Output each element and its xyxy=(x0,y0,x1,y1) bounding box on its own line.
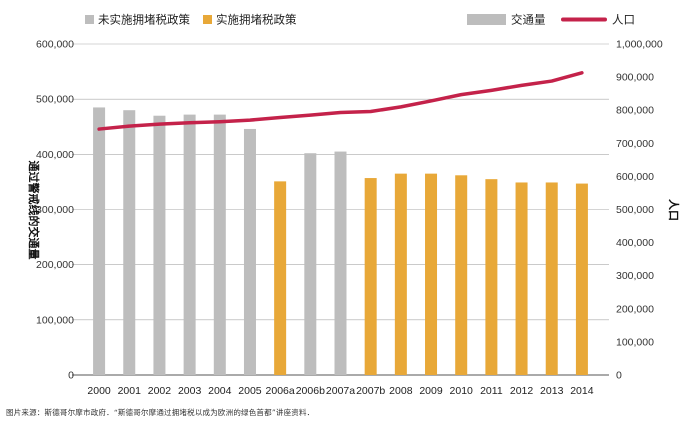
right-tick-label: 1,000,000 xyxy=(616,39,663,51)
right-tick-label: 500,000 xyxy=(616,204,654,216)
legend: 未实施拥堵税政策 实施拥堵税政策 交通量 人口 xyxy=(85,13,635,27)
left-tick-label: 300,000 xyxy=(36,204,74,216)
legend-swatch-tax xyxy=(203,15,212,24)
x-tick-label: 2011 xyxy=(480,385,503,397)
x-tick-label: 2013 xyxy=(540,385,564,397)
x-tick-label: 2005 xyxy=(238,385,262,397)
left-tick-label: 500,000 xyxy=(36,94,74,106)
right-tick-label: 300,000 xyxy=(616,270,654,282)
bar-2001 xyxy=(123,110,136,375)
x-tick-label: 2001 xyxy=(118,385,142,397)
left-tick-label: 200,000 xyxy=(36,259,74,271)
right-axis-ticks: 0 100,000 200,000 300,000 400,000 500,000 600,… xyxy=(616,39,663,382)
legend-swatch-traffic xyxy=(467,14,506,25)
bar-2009 xyxy=(425,173,438,375)
bar-2002 xyxy=(153,115,166,375)
x-tick-label: 2000 xyxy=(87,385,111,397)
bar-2013 xyxy=(545,182,558,375)
x-tick-label: 2009 xyxy=(419,385,443,397)
legend-label-no-tax: 未实施拥堵税政策 xyxy=(98,13,190,27)
x-tick-label: 2010 xyxy=(450,385,474,397)
left-tick-label: 0 xyxy=(68,370,74,382)
population-line xyxy=(97,71,584,131)
right-tick-label: 600,000 xyxy=(616,171,654,183)
left-tick-label: 100,000 xyxy=(36,314,74,326)
right-tick-label: 400,000 xyxy=(616,237,654,249)
traffic-bars xyxy=(93,107,588,376)
x-tick-label: 2006b xyxy=(296,385,325,397)
x-tick-label: 2003 xyxy=(178,385,202,397)
bar-2003 xyxy=(183,114,196,375)
x-tick-label: 2012 xyxy=(510,385,534,397)
x-tick-label: 2006a xyxy=(266,385,295,397)
left-tick-label: 600,000 xyxy=(36,39,74,51)
legend-label-tax: 实施拥堵税政策 xyxy=(216,13,297,27)
population-series-line xyxy=(97,71,584,131)
x-tick-label: 2004 xyxy=(208,385,232,397)
bar-2006a xyxy=(274,181,287,375)
bar-2010 xyxy=(455,175,468,375)
bar-2011 xyxy=(485,179,498,375)
right-tick-label: 100,000 xyxy=(616,336,654,348)
right-tick-label: 0 xyxy=(616,370,622,382)
bar-2008 xyxy=(394,173,407,375)
x-axis-labels: 2000 2001 2002 2003 2004 2005 2006a 2006b 2007a 2… xyxy=(87,385,593,397)
x-tick-label: 2002 xyxy=(148,385,172,397)
legend-label-traffic: 交通量 xyxy=(511,13,546,27)
x-tick-label: 2007b xyxy=(356,385,385,397)
bar-2014 xyxy=(575,183,588,375)
x-tick-label: 2008 xyxy=(389,385,413,397)
source-note: 图片来源：斯德哥尔摩市政府．“斯德哥尔摩通过拥堵税以成为欧洲的绿色首都”讲座资料… xyxy=(6,408,315,417)
right-tick-label: 800,000 xyxy=(616,105,654,117)
x-tick-label: 2014 xyxy=(570,385,594,397)
x-tick-label: 2007a xyxy=(326,385,355,397)
bar-2007b xyxy=(364,178,377,375)
right-axis-title: 人口 xyxy=(667,199,681,221)
right-tick-label: 700,000 xyxy=(616,138,654,150)
bar-2007a xyxy=(334,151,347,375)
left-axis-ticks: 0 100,000 200,000 300,000 400,000 500,000 600,… xyxy=(36,39,74,382)
right-tick-label: 900,000 xyxy=(616,72,654,84)
bar-2005 xyxy=(243,128,256,375)
left-axis-title: 通过警戒线的交通量 xyxy=(27,161,41,260)
legend-swatch-no-tax xyxy=(85,15,94,24)
bar-2012 xyxy=(515,182,528,375)
bar-2004 xyxy=(213,114,226,375)
bar-2000 xyxy=(93,107,106,376)
left-tick-label: 400,000 xyxy=(36,149,74,161)
right-tick-label: 200,000 xyxy=(616,303,654,315)
bar-2006b xyxy=(304,153,317,375)
legend-label-population: 人口 xyxy=(612,13,635,27)
